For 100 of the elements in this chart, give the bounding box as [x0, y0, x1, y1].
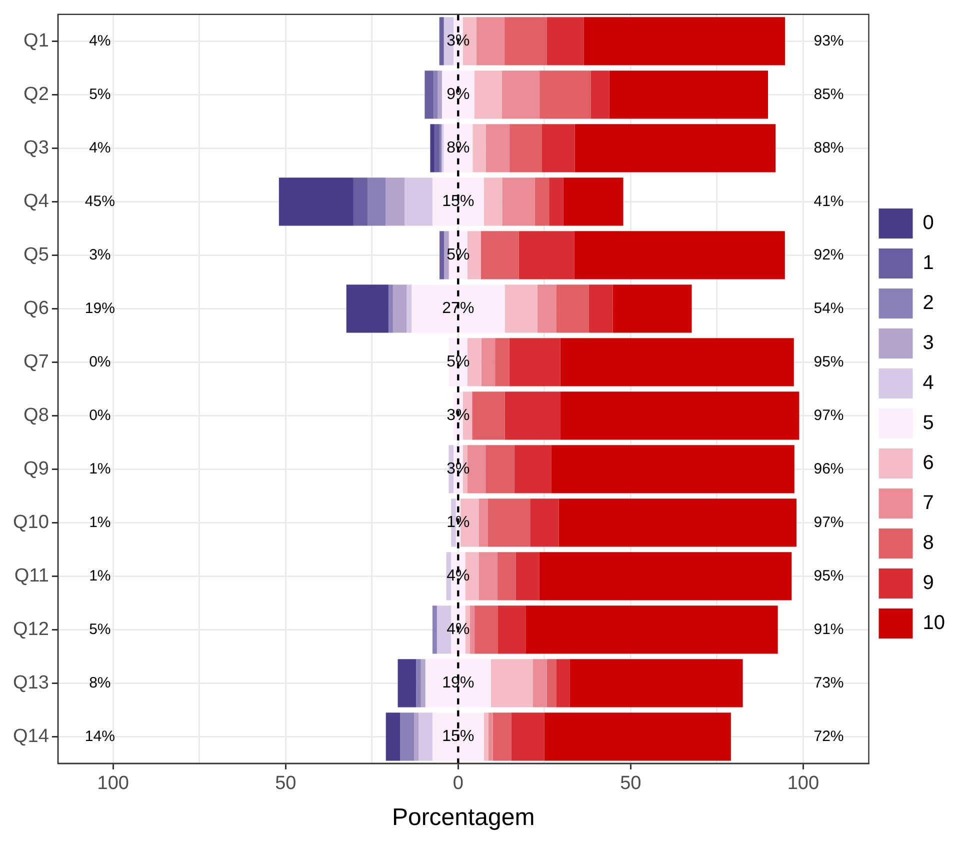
data-label: 4%: [446, 621, 470, 638]
annotation: 5%: [89, 86, 111, 103]
bar: [574, 124, 776, 172]
bar: [538, 284, 556, 333]
data-label: 19%: [442, 674, 474, 692]
bar: [416, 659, 421, 708]
bar: [420, 659, 426, 708]
y-tick-label: Q13: [12, 672, 49, 694]
annotation: 92%: [814, 246, 844, 264]
data-label: 3%: [446, 407, 470, 424]
bar: [546, 17, 584, 66]
annotation: 85%: [814, 86, 844, 103]
bar: [444, 231, 449, 280]
bar: [556, 659, 570, 708]
bar: [504, 284, 538, 333]
x-tick-label: 100: [787, 773, 820, 794]
bar: [480, 231, 519, 280]
bar: [488, 498, 530, 547]
annotation: 95%: [814, 567, 844, 584]
bar: [551, 445, 794, 494]
bar: [504, 392, 560, 440]
annotation: 91%: [814, 620, 844, 638]
annotation: 97%: [814, 514, 844, 531]
bar: [570, 659, 743, 708]
bar: [400, 712, 414, 761]
annotation: 4%: [89, 139, 111, 156]
annotation: 96%: [814, 460, 844, 478]
bar: [549, 178, 564, 226]
bar: [488, 712, 493, 761]
bar: [424, 70, 434, 119]
bar: [556, 284, 589, 333]
annotation: 8%: [89, 674, 111, 692]
legend-label: 10: [922, 612, 946, 634]
data-label: 5%: [446, 246, 470, 264]
bar: [558, 498, 796, 547]
annotation: 14%: [84, 728, 115, 745]
annotation: 19%: [84, 300, 115, 317]
bar: [544, 712, 731, 761]
bar: [518, 231, 574, 280]
bar: [511, 712, 544, 761]
bar: [584, 17, 786, 66]
bar: [546, 659, 556, 708]
annotation: 88%: [814, 139, 844, 156]
data-label: 9%: [446, 86, 470, 104]
bar: [412, 284, 505, 333]
y-tick-label: Q14: [12, 726, 50, 747]
data-label: 3%: [446, 460, 470, 478]
y-tick-label: Q6: [24, 298, 49, 319]
data-label: 3%: [446, 32, 470, 50]
y-tick-label: Q9: [24, 458, 49, 480]
annotation: 0%: [89, 406, 111, 424]
bar: [439, 17, 444, 66]
bar: [353, 178, 368, 226]
bar: [560, 392, 800, 440]
bar: [539, 552, 792, 600]
y-tick-label: Q11: [14, 565, 49, 586]
x-tick-label: 50: [620, 773, 642, 794]
y-tick-label: Q8: [24, 404, 49, 426]
annotation: 93%: [814, 32, 844, 50]
y-tick-label: Q3: [24, 137, 49, 158]
bar: [560, 338, 794, 386]
bar: [404, 178, 432, 226]
bar: [406, 284, 412, 333]
x-axis-title: Porcentagem: [392, 804, 535, 832]
bar: [434, 70, 438, 119]
bar: [474, 70, 502, 119]
annotation: 73%: [814, 674, 844, 692]
bar: [563, 178, 624, 226]
bar: [474, 606, 498, 654]
bar: [484, 712, 488, 761]
bar: [609, 70, 768, 119]
bar: [588, 284, 613, 333]
data-label: 27%: [442, 300, 474, 318]
annotation: 95%: [814, 353, 844, 370]
bar: [590, 70, 610, 119]
annotation: 54%: [814, 300, 844, 317]
bar: [438, 70, 442, 119]
data-label: 15%: [442, 193, 474, 210]
annotation: 97%: [814, 406, 844, 424]
bar: [486, 124, 510, 172]
bar: [490, 659, 533, 708]
bar: [425, 659, 491, 708]
legend-label: 5: [922, 412, 934, 434]
bar: [392, 284, 407, 333]
data-label: 5%: [446, 354, 470, 371]
y-tick-label: Q12: [12, 618, 49, 640]
bar: [540, 70, 591, 119]
y-tick-label: Q1: [24, 30, 49, 52]
bar: [440, 231, 444, 280]
bar: [368, 178, 386, 226]
bar: [504, 17, 547, 66]
bar: [509, 338, 560, 386]
x-tick-label: 100: [97, 773, 129, 794]
annotation: 1%: [89, 514, 111, 531]
bar: [472, 392, 505, 440]
bar: [388, 284, 393, 333]
y-tick-label: Q7: [24, 351, 49, 372]
bar: [532, 659, 547, 708]
bar: [430, 124, 435, 172]
annotation: 1%: [89, 460, 111, 478]
